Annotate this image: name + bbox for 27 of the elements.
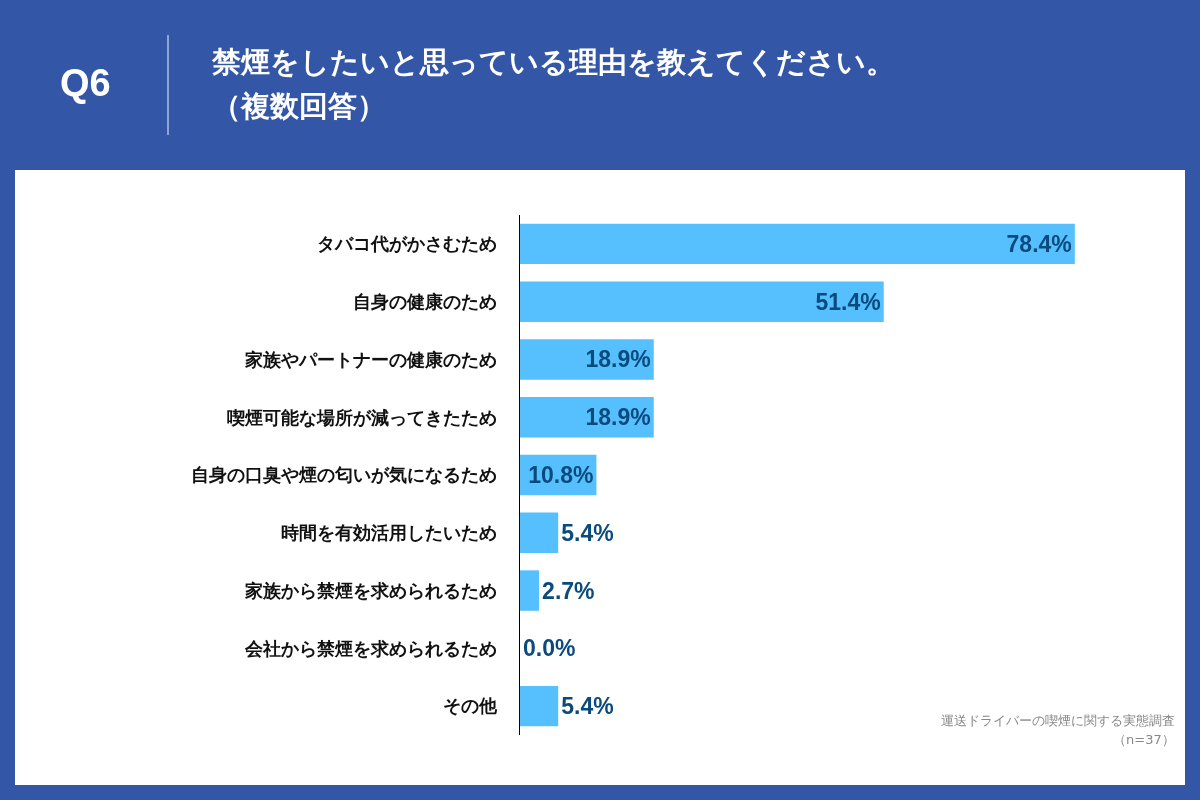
bar xyxy=(520,223,1075,265)
y-tick-label: 喫煙可能な場所が減ってきたため xyxy=(227,406,498,428)
data-label: 2.7% xyxy=(542,577,595,604)
bar xyxy=(520,281,884,322)
data-label: 18.9% xyxy=(585,404,651,431)
data-label: 10.8% xyxy=(528,462,594,488)
bar xyxy=(520,512,559,553)
text: （n=37） xyxy=(1113,732,1175,747)
y-tick-label: 自身の口臭や煙の匂いが気になるため xyxy=(191,464,498,486)
y-tick-label: 自身の健康のため xyxy=(353,290,498,312)
y-tick-label: 会社から禁煙を求められるため xyxy=(244,637,498,659)
y-tick-label: 家族から禁煙を求められるため xyxy=(244,579,498,601)
bar xyxy=(520,685,559,727)
text: Q6 xyxy=(60,62,111,105)
chart-title: 禁煙をしたいと思っている理由を教えてください。（複数回答） xyxy=(212,44,896,125)
y-tick-label: タバコ代がかさむため xyxy=(317,233,498,255)
data-label: 5.4% xyxy=(561,519,614,546)
y-tick-label: 家族やパートナーの健康のため xyxy=(244,348,498,370)
y-tick-label: その他 xyxy=(443,695,499,717)
bar xyxy=(520,570,540,611)
y-tick-label: 時間を有効活用したいため xyxy=(281,522,498,544)
data-label: 78.4% xyxy=(1006,230,1072,257)
data-label: 0.0% xyxy=(523,635,576,662)
annotation: 運送ドライバーの喫煙に関する実態調査 xyxy=(941,713,1175,728)
data-label: 51.4% xyxy=(815,288,881,315)
data-label: 5.4% xyxy=(561,693,614,720)
data-label: 18.9% xyxy=(585,346,651,373)
